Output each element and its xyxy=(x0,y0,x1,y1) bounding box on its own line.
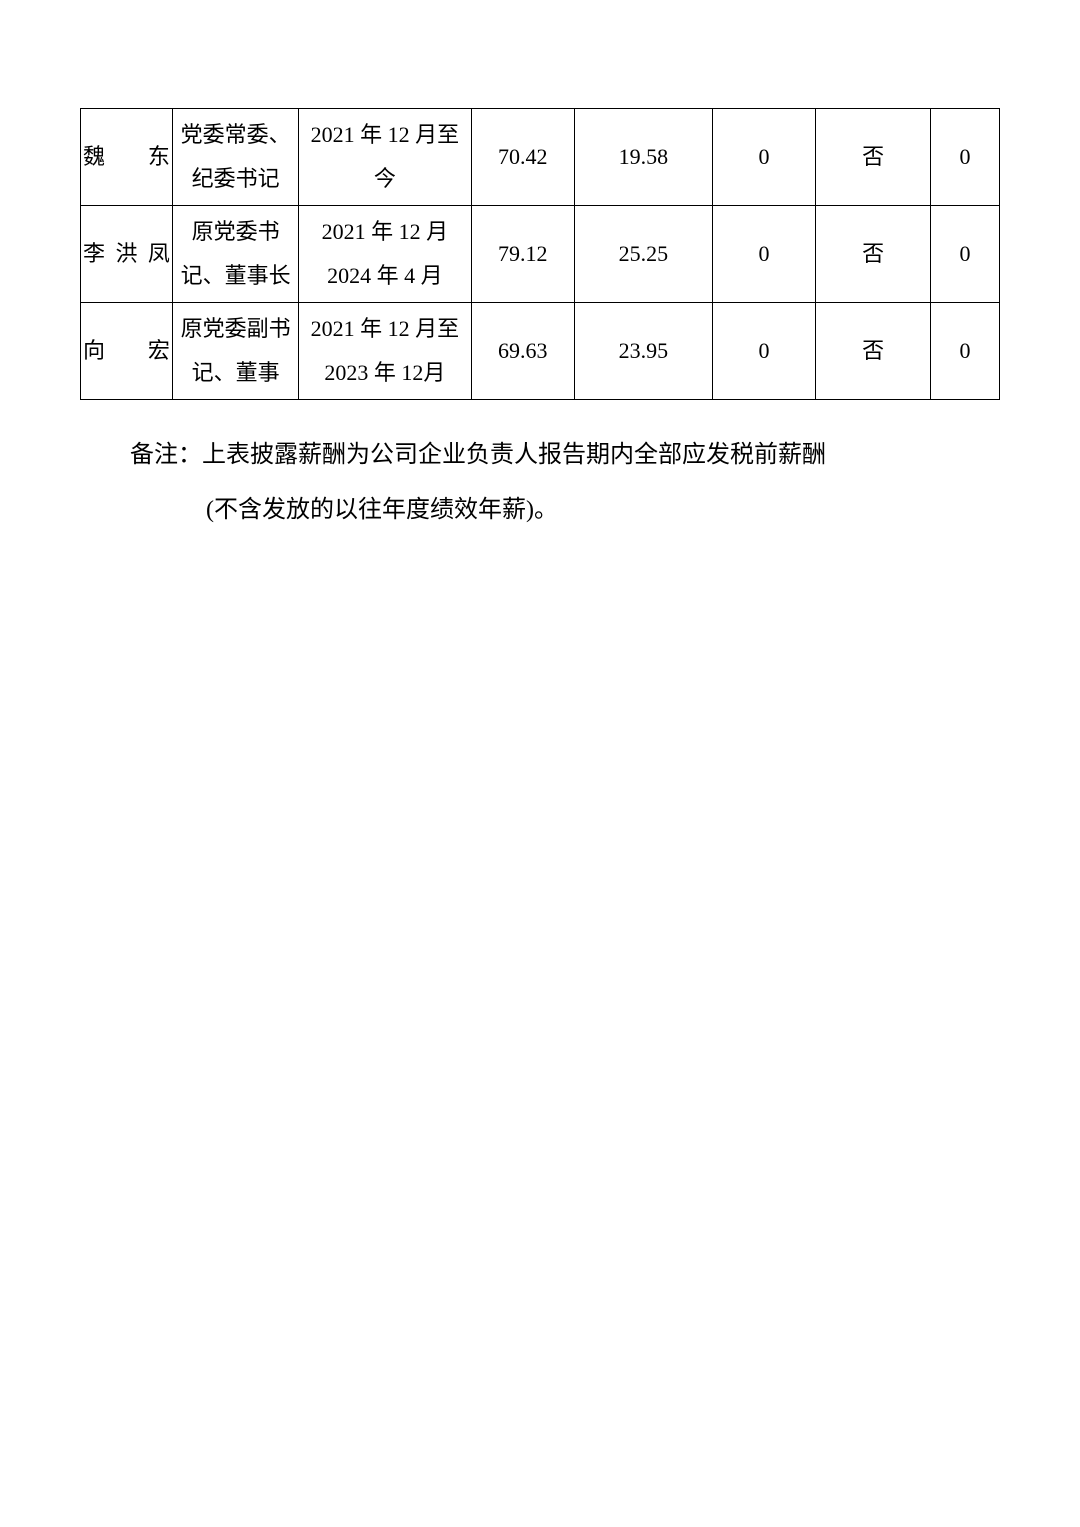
cell-value: 79.12 xyxy=(471,206,574,303)
compensation-table: 魏 东 党委常委、纪委书记 2021 年 12 月至今 70.42 19.58 … xyxy=(80,108,1000,400)
cell-value: 23.95 xyxy=(574,303,712,400)
cell-value: 否 xyxy=(816,303,931,400)
cell-value: 0 xyxy=(712,303,815,400)
cell-value: 0 xyxy=(712,206,815,303)
table-row: 魏 东 党委常委、纪委书记 2021 年 12 月至今 70.42 19.58 … xyxy=(81,109,1000,206)
cell-value: 70.42 xyxy=(471,109,574,206)
cell-name: 魏 东 xyxy=(81,109,173,206)
cell-value: 0 xyxy=(931,303,1000,400)
table-row: 向 宏 原党委副书记、董事 2021 年 12 月至 2023 年 12月 69… xyxy=(81,303,1000,400)
cell-value: 0 xyxy=(931,206,1000,303)
note-line-1: 备注：上表披露薪酬为公司企业负责人报告期内全部应发税前薪酬 xyxy=(80,428,1000,483)
cell-name: 向 宏 xyxy=(81,303,173,400)
cell-period: 2021 年 12 月至 2023 年 12月 xyxy=(299,303,471,400)
cell-position: 原党委副书记、董事 xyxy=(172,303,298,400)
table-row: 李洪凤 原党委书记、董事长 2021 年 12 月2024 年 4 月 79.1… xyxy=(81,206,1000,303)
cell-value: 否 xyxy=(816,206,931,303)
cell-value: 0 xyxy=(712,109,815,206)
cell-value: 25.25 xyxy=(574,206,712,303)
cell-value: 69.63 xyxy=(471,303,574,400)
cell-value: 19.58 xyxy=(574,109,712,206)
cell-position: 党委常委、纪委书记 xyxy=(172,109,298,206)
cell-period: 2021 年 12 月至今 xyxy=(299,109,471,206)
cell-name: 李洪凤 xyxy=(81,206,173,303)
document-page: 魏 东 党委常委、纪委书记 2021 年 12 月至今 70.42 19.58 … xyxy=(0,0,1080,538)
cell-period: 2021 年 12 月2024 年 4 月 xyxy=(299,206,471,303)
note-line-2: (不含发放的以往年度绩效年薪)。 xyxy=(80,483,1000,538)
cell-value: 0 xyxy=(931,109,1000,206)
cell-value: 否 xyxy=(816,109,931,206)
cell-position: 原党委书记、董事长 xyxy=(172,206,298,303)
